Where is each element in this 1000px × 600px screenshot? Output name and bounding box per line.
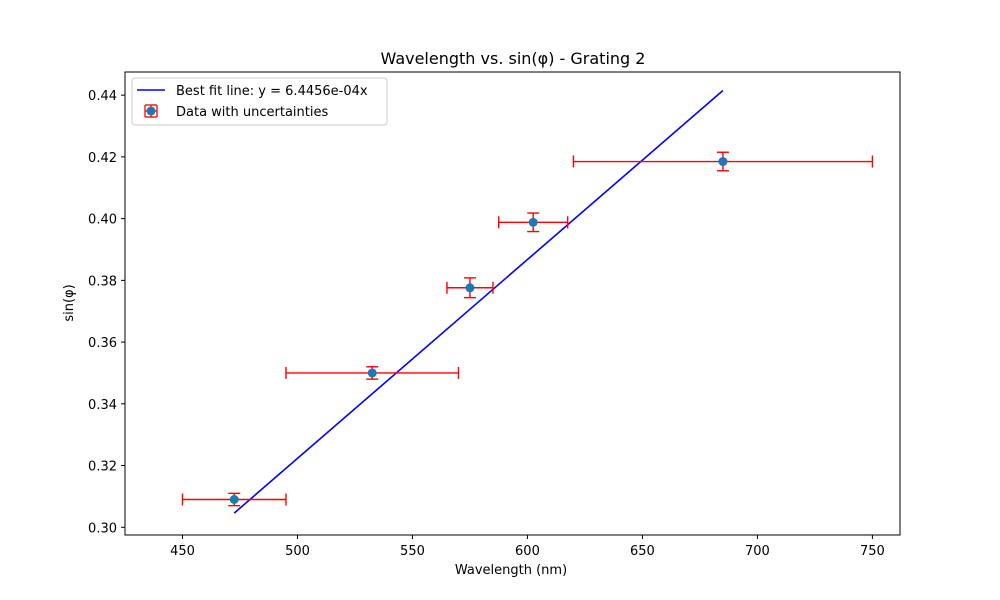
data-marker xyxy=(465,283,475,293)
data-point-4 xyxy=(498,212,569,233)
y-tick-label: 0.42 xyxy=(88,151,117,166)
data-point-5 xyxy=(572,151,874,172)
x-tick-label: 500 xyxy=(285,544,310,559)
y-tick-label: 0.32 xyxy=(88,460,117,475)
x-tick-label: 450 xyxy=(170,544,195,559)
y-tick-label: 0.34 xyxy=(88,398,117,413)
x-tick-label: 600 xyxy=(515,544,540,559)
legend-box xyxy=(131,77,388,126)
data-marker xyxy=(229,495,239,505)
axes: 450 500 550 600 650 700 750 0.30 0.32 0.34 0.36 0.3… xyxy=(88,71,901,559)
y-tick-label: 0.38 xyxy=(88,274,117,289)
data-point-2 xyxy=(285,366,460,380)
legend-errorbar-swatch xyxy=(144,104,158,118)
data-point-3 xyxy=(446,277,494,299)
legend-label-data: Data with uncertainties xyxy=(176,105,328,120)
chart-title: Wavelength vs. sin(φ) - Grating 2 xyxy=(381,49,646,68)
y-tick-label: 0.40 xyxy=(88,213,117,228)
y-tick-label: 0.44 xyxy=(88,89,117,104)
x-axis-label: Wavelength (nm) xyxy=(455,563,567,578)
y-tick-label: 0.30 xyxy=(88,521,117,536)
y-tick-label: 0.36 xyxy=(88,336,117,351)
legend-label-fit: Best fit line: y = 6.4456e-04x xyxy=(176,84,368,99)
data-marker xyxy=(528,217,538,227)
x-tick-label: 650 xyxy=(630,544,655,559)
axes-frame xyxy=(124,71,901,536)
data-point-1 xyxy=(181,492,287,507)
y-axis-label: sin(φ) xyxy=(62,284,77,321)
legend: Best fit line: y = 6.4456e-04x Data with… xyxy=(131,77,388,126)
plot-area xyxy=(181,89,874,514)
data-marker xyxy=(718,157,728,167)
best-fit-line xyxy=(233,89,724,514)
x-tick-label: 750 xyxy=(860,544,885,559)
data-marker xyxy=(367,368,377,378)
x-tick-label: 550 xyxy=(400,544,425,559)
x-tick-label: 700 xyxy=(745,544,770,559)
